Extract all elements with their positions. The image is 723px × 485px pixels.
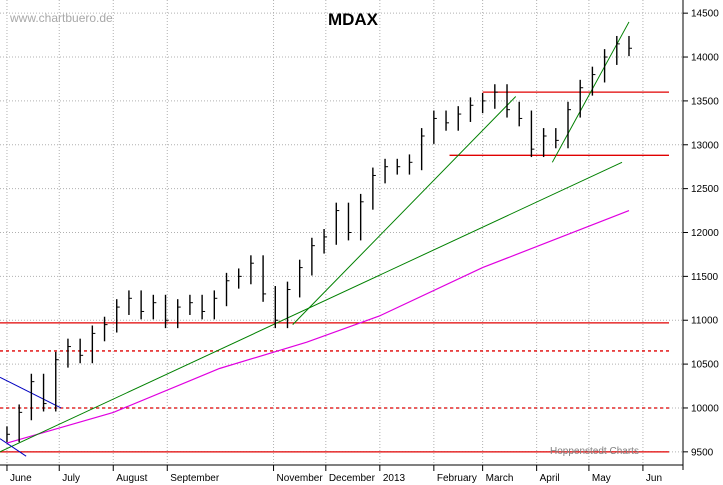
y-tick-label: 13000 xyxy=(691,140,719,151)
x-tick-label: February xyxy=(437,473,477,484)
trendline xyxy=(0,376,62,409)
x-tick-label: Jun xyxy=(646,473,662,484)
grid xyxy=(0,0,683,465)
price-bars xyxy=(6,35,632,443)
trendline xyxy=(0,438,27,457)
y-tick-label: 10000 xyxy=(691,403,719,414)
x-tick-label: December xyxy=(329,473,376,484)
x-tick-label: June xyxy=(10,473,32,484)
horizontal-lines xyxy=(0,91,669,453)
y-tick-label: 9500 xyxy=(691,447,714,458)
y-tick-label: 14500 xyxy=(691,9,719,20)
y-tick-label: 10500 xyxy=(691,360,719,371)
y-tick-label: 11000 xyxy=(691,316,719,327)
moving-average-line xyxy=(6,210,630,444)
x-ticks: June July August September November December 2… xyxy=(6,465,662,484)
y-ticks: 9500 10000 10500 11000 11500 12000 12500 13000 1… xyxy=(683,9,719,458)
trendlines xyxy=(0,21,630,457)
y-tick-label: 12500 xyxy=(691,184,719,195)
y-tick-label: 12000 xyxy=(691,228,719,239)
chart-title: MDAX xyxy=(328,10,379,29)
trendline xyxy=(292,96,517,325)
x-tick-label: September xyxy=(170,473,220,484)
credit-label: Hoppenstedt Charts xyxy=(550,446,639,457)
watermark: www.chartbuero.de xyxy=(9,11,113,25)
y-tick-label: 13500 xyxy=(691,96,719,107)
y-tick-label: 14000 xyxy=(691,53,719,64)
x-tick-label: November xyxy=(277,473,324,484)
x-tick-label: August xyxy=(116,473,147,484)
x-tick-label: March xyxy=(486,473,514,484)
trendline xyxy=(0,161,623,453)
y-tick-label: 11500 xyxy=(691,272,719,283)
axes xyxy=(0,0,684,470)
x-tick-label: 2013 xyxy=(383,473,406,484)
x-tick-label: May xyxy=(592,473,611,484)
x-tick-label: July xyxy=(62,473,80,484)
x-tick-label: April xyxy=(540,473,560,484)
